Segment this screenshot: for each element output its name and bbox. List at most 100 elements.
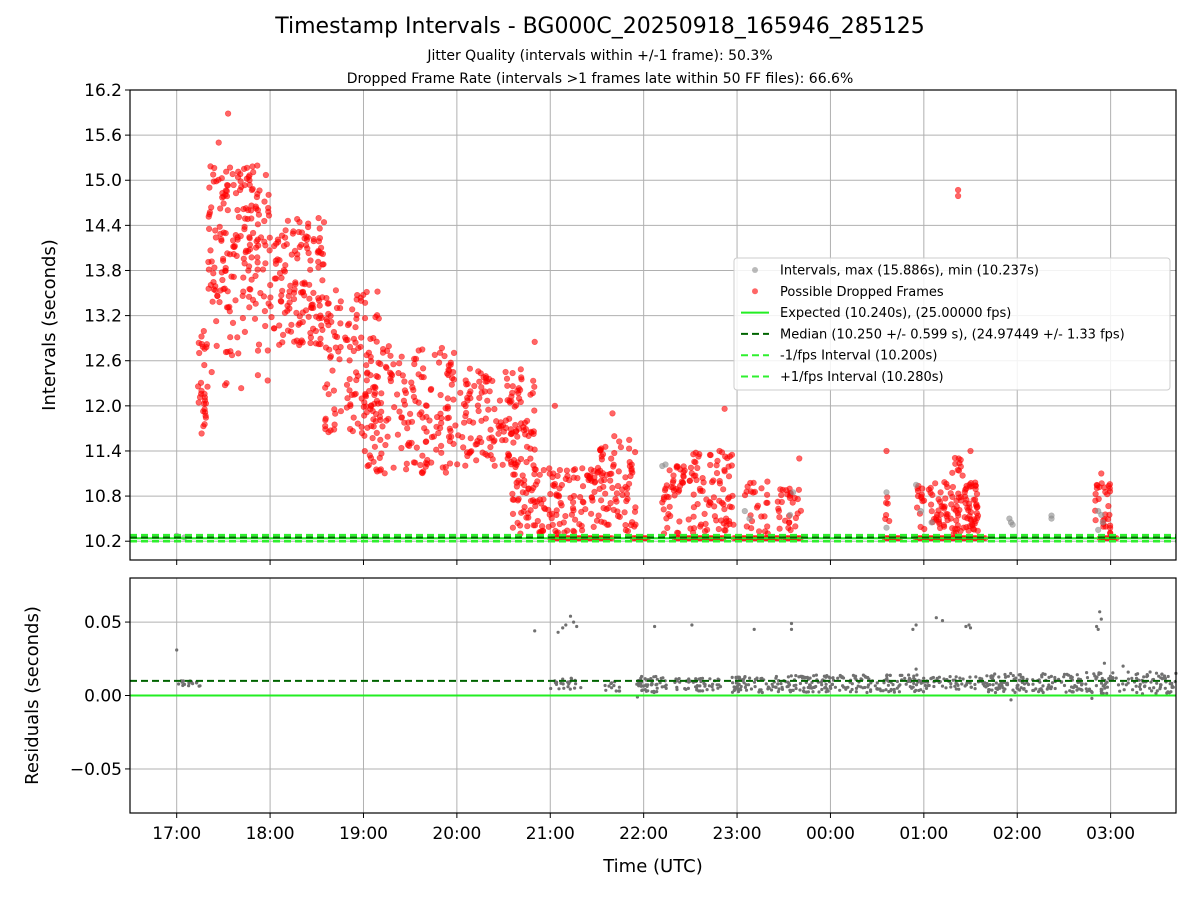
dropped-point — [955, 512, 962, 519]
dropped-point — [240, 288, 247, 295]
dropped-point — [591, 479, 598, 486]
dropped-point — [363, 403, 370, 410]
residual-point — [557, 687, 561, 691]
dropped-point — [239, 315, 246, 322]
dropped-point — [223, 168, 230, 175]
dropped-point — [350, 347, 357, 355]
dropped-point — [763, 491, 771, 498]
dropped-point — [343, 404, 351, 411]
residual-point — [963, 684, 967, 688]
residual-point — [610, 686, 614, 690]
dropped-point — [230, 237, 237, 244]
dropped-point — [786, 519, 793, 526]
dropped-point — [383, 364, 390, 372]
residual-point — [562, 686, 566, 690]
dropped-point — [884, 500, 891, 507]
dropped-point — [221, 382, 229, 389]
dropped-point — [545, 523, 552, 530]
dropped-point — [562, 475, 569, 483]
residual-point — [780, 685, 784, 689]
dropped-point — [482, 373, 489, 380]
residual-point — [814, 673, 819, 677]
dropped-point — [201, 406, 208, 413]
dropped-point — [711, 503, 718, 510]
dropped-point — [615, 468, 622, 475]
residual-point — [1152, 686, 1156, 690]
dropped-point — [660, 506, 667, 513]
residual-point — [1031, 682, 1035, 686]
dropped-point — [928, 508, 935, 515]
dropped-point — [299, 288, 307, 295]
residual-point — [564, 623, 568, 627]
residual-point — [914, 623, 918, 627]
residual-point — [912, 674, 916, 678]
residual-point — [617, 689, 621, 693]
residual-point — [942, 677, 946, 681]
residual-point — [715, 683, 719, 687]
dropped-point — [374, 400, 382, 407]
dropped-point — [521, 419, 529, 427]
residual-point — [1018, 673, 1022, 677]
residual-point — [1122, 688, 1126, 692]
dropped-point — [949, 525, 956, 532]
xtick-label: 22:00 — [619, 824, 668, 844]
dropped-point — [262, 171, 270, 179]
dropped-point — [248, 202, 255, 209]
dropped-point — [307, 266, 314, 273]
residual-point — [884, 688, 888, 692]
dropped-point — [517, 366, 524, 373]
residual-point — [1148, 670, 1152, 674]
dropped-point — [941, 505, 948, 512]
dropped-point — [747, 479, 754, 487]
residual-point — [766, 685, 771, 689]
residual-point — [1126, 677, 1131, 681]
dropped-point — [331, 406, 338, 413]
dropped-point — [531, 338, 538, 346]
xaxis-label: Time (UTC) — [602, 856, 703, 877]
residual-point — [1085, 689, 1089, 693]
dropped-point — [246, 285, 253, 293]
residual-point — [1098, 610, 1102, 614]
dropped-point — [435, 430, 442, 437]
dropped-point — [361, 315, 369, 322]
dropped-point — [358, 429, 366, 437]
dropped-point — [508, 393, 515, 400]
dropped-point — [485, 406, 492, 413]
dropped-point — [210, 279, 217, 286]
dropped-point — [246, 304, 253, 311]
dropped-point — [337, 298, 344, 305]
dropped-point — [201, 362, 208, 369]
residual-point — [887, 690, 891, 694]
dropped-point — [296, 320, 303, 327]
residual-point — [1053, 675, 1057, 680]
dropped-point — [234, 207, 241, 214]
dropped-point — [350, 414, 357, 421]
residual-point — [1099, 681, 1104, 685]
residual-point — [861, 673, 866, 677]
dropped-point — [290, 296, 298, 303]
intervals-point — [746, 515, 753, 522]
dropped-point — [245, 267, 252, 274]
dropped-point — [927, 501, 935, 508]
residual-point — [695, 688, 699, 692]
dropped-point — [210, 270, 217, 277]
dropped-point — [602, 490, 609, 497]
dropped-point — [548, 515, 555, 522]
residual-point — [777, 687, 781, 691]
residual-point — [838, 688, 842, 692]
residual-point — [701, 689, 705, 693]
dropped-point — [563, 467, 571, 474]
residual-point — [1102, 661, 1106, 665]
dropped-point — [623, 490, 631, 498]
dropped-point — [716, 480, 724, 487]
residual-point — [1155, 681, 1159, 685]
residual-point — [655, 686, 659, 690]
dropped-point — [932, 480, 939, 487]
dropped-point — [332, 344, 339, 351]
dropped-point — [438, 415, 445, 422]
residual-point — [1041, 684, 1045, 688]
dropped-point — [276, 322, 283, 329]
residual-point — [1049, 685, 1054, 689]
residual-point — [1169, 690, 1173, 694]
residual-point — [198, 684, 202, 688]
